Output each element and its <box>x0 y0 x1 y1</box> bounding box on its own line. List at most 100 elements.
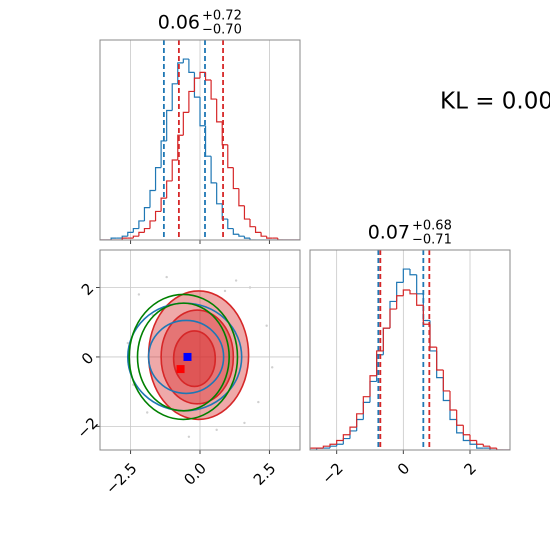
hist-step <box>193 77 200 92</box>
hist-step <box>182 111 189 136</box>
hist-step <box>154 167 162 191</box>
hist-step <box>369 380 377 403</box>
title-upper: +0.68 <box>412 219 452 234</box>
hist-step <box>199 71 206 79</box>
x-tick-label: 2.5 <box>250 459 280 489</box>
hist-step <box>216 182 223 205</box>
x-tick-label: 2 <box>461 459 480 478</box>
hist-step <box>456 419 464 434</box>
hist-step <box>227 219 234 230</box>
hist-step <box>254 226 262 233</box>
hist-step <box>469 440 477 445</box>
sample-point <box>126 341 129 345</box>
sample-point <box>187 435 191 439</box>
hist-step <box>416 293 424 306</box>
hist-step <box>188 90 195 113</box>
hist-step <box>396 295 404 310</box>
panel-content <box>310 250 510 450</box>
hist-step <box>462 425 470 436</box>
panel-content <box>100 250 300 450</box>
hist-step <box>456 410 464 426</box>
hist-step <box>143 207 150 221</box>
sample-point <box>271 366 274 369</box>
hist-step <box>260 232 267 237</box>
hist-step <box>362 401 370 420</box>
hist-step <box>416 274 424 295</box>
sample-point <box>234 279 238 282</box>
x-tick-label: 0 <box>394 459 413 478</box>
y-tick-label: 0 <box>78 349 97 368</box>
hist-step <box>249 219 256 228</box>
panel-frame <box>99 249 301 451</box>
marker <box>183 352 192 361</box>
hist-step <box>266 236 273 239</box>
hist-step <box>277 238 284 240</box>
contour <box>172 330 217 388</box>
hist-step <box>127 231 134 237</box>
marker <box>176 365 185 374</box>
hist-step <box>243 205 250 220</box>
hist-step <box>349 430 357 439</box>
hist-step <box>238 188 245 207</box>
hist-step <box>132 227 139 233</box>
hist-step <box>160 197 167 212</box>
hist-step <box>382 327 390 351</box>
title-value: 0.07 <box>368 222 410 244</box>
hist-step <box>482 444 490 447</box>
hist-step <box>389 308 397 329</box>
hist-step <box>216 99 223 123</box>
panel-frame <box>99 39 301 241</box>
hist-step <box>177 62 184 84</box>
hist-step <box>369 375 377 397</box>
sample-point <box>165 275 168 279</box>
sample-point <box>243 421 246 425</box>
hist-step <box>409 290 417 295</box>
sample-point <box>146 411 149 414</box>
y-tick-label: −2 <box>73 414 101 442</box>
x-tick-label: −2 <box>318 459 346 487</box>
x-tick-label: −2.5 <box>102 459 140 497</box>
hist-step <box>436 347 444 371</box>
hist-step <box>232 167 239 190</box>
hist-step <box>166 180 173 199</box>
hist-step <box>402 268 410 283</box>
hist-step <box>329 445 337 449</box>
hist-step <box>232 228 239 235</box>
sample-point <box>248 286 252 289</box>
hist-step <box>182 58 189 63</box>
title-value: 0.06 <box>158 12 200 34</box>
hist-step <box>329 443 337 447</box>
hist-step <box>138 220 145 229</box>
hist-step <box>249 238 256 240</box>
hist-step <box>356 418 364 431</box>
hist-step <box>238 234 245 237</box>
sample-point <box>257 400 260 404</box>
title-upper: +0.72 <box>202 9 242 24</box>
hist-step <box>336 443 344 447</box>
title-lower: −0.70 <box>202 23 242 38</box>
hist-step <box>160 140 167 168</box>
title-lower: −0.71 <box>412 233 452 248</box>
hist-step <box>310 447 317 450</box>
contour <box>136 302 230 412</box>
contour <box>128 293 239 421</box>
hist-step <box>188 59 195 73</box>
hist-step <box>429 320 437 352</box>
hist-step <box>422 305 430 325</box>
sample-point <box>215 428 218 432</box>
hist-step <box>204 125 212 157</box>
hist-step <box>489 448 497 450</box>
hist-step <box>469 434 477 442</box>
hist-step <box>143 227 150 233</box>
hist-step <box>177 134 184 160</box>
hist-step <box>356 413 364 428</box>
hist-step <box>442 377 450 402</box>
hist-step <box>362 396 370 414</box>
hist-step <box>149 189 156 208</box>
x-tick-label: 0.0 <box>180 459 210 489</box>
contour <box>147 319 225 395</box>
hist-step <box>336 439 344 445</box>
hist-step <box>193 72 200 98</box>
hist-step <box>436 350 444 379</box>
